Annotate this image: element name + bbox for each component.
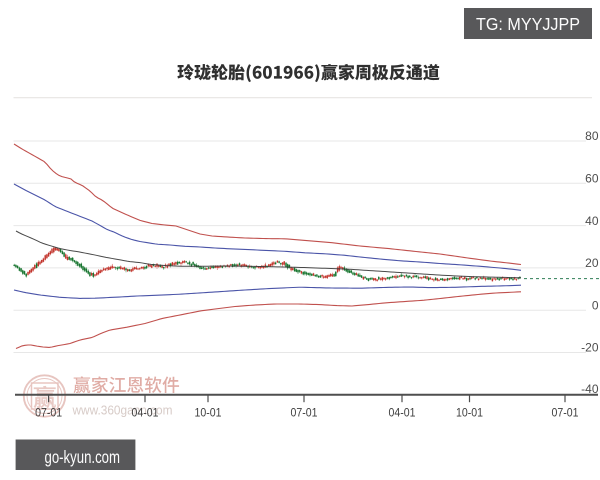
svg-text:40: 40 xyxy=(585,214,599,228)
svg-text:TG: MYYJJPP: TG: MYYJJPP xyxy=(476,14,580,34)
svg-text:10-01: 10-01 xyxy=(195,408,222,420)
svg-text:07-01: 07-01 xyxy=(35,408,62,420)
svg-text:04-01: 04-01 xyxy=(132,408,159,420)
svg-text:07-01: 07-01 xyxy=(291,408,318,420)
svg-text:04-01: 04-01 xyxy=(389,408,416,420)
svg-text:20: 20 xyxy=(585,256,599,270)
svg-text:-20: -20 xyxy=(581,341,599,355)
svg-text:07-01: 07-01 xyxy=(552,408,579,420)
svg-text:0: 0 xyxy=(592,298,599,312)
svg-text:10-01: 10-01 xyxy=(456,408,483,420)
svg-text:60: 60 xyxy=(585,172,599,186)
svg-text:go-kyun.com: go-kyun.com xyxy=(45,447,121,467)
svg-text:80: 80 xyxy=(585,129,599,143)
svg-text:-40: -40 xyxy=(581,382,599,396)
svg-text:www.360gann.com: www.360gann.com xyxy=(72,404,173,418)
